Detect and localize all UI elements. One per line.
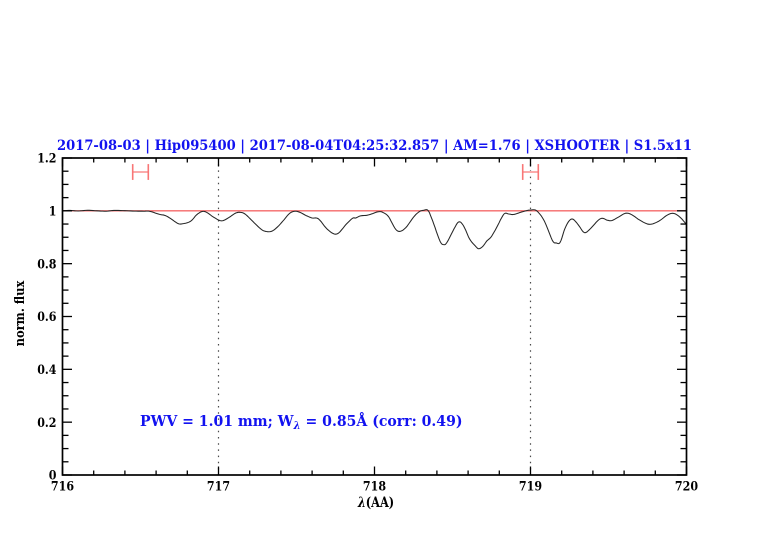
y-tick-label-0.6: 0.6 <box>37 310 56 325</box>
y-tick-label-1.2: 1.2 <box>37 152 56 167</box>
pwv-annotation: PWV = 1.01 mm; Wλ = 0.85Å (corr: 0.49) <box>140 412 463 432</box>
y-axis-label: norm. flux <box>13 280 28 347</box>
y-tick-label-1: 1 <box>49 204 57 219</box>
y-tick-label-0.4: 0.4 <box>37 363 56 378</box>
y-tick-label-0: 0 <box>49 469 57 484</box>
x-tick-label-718: 718 <box>363 480 386 495</box>
spectrum-line <box>62 209 687 250</box>
y-tick-label-0.2: 0.2 <box>37 416 56 431</box>
pwv-annotation-suffix: = 0.85Å (corr: 0.49) <box>300 412 463 430</box>
x-axis-label-unit: (AA) <box>365 495 395 511</box>
x-tick-label-717: 717 <box>207 480 230 495</box>
x-axis-label-lambda: λ <box>357 495 366 511</box>
x-tick-label-719: 719 <box>519 480 542 495</box>
x-tick-label-720: 720 <box>675 480 698 495</box>
pwv-annotation-prefix: PWV = 1.01 mm; W <box>140 412 294 430</box>
x-axis-label: λ(AA) <box>326 495 427 511</box>
plot-frame <box>61 157 688 476</box>
x-tick-label-716: 716 <box>51 480 74 495</box>
pwv-annotation-subscript: λ <box>293 419 301 432</box>
plot-title: 2017-08-03 | Hip095400 | 2017-08-04T04:2… <box>56 138 693 154</box>
y-tick-label-0.8: 0.8 <box>37 257 56 272</box>
